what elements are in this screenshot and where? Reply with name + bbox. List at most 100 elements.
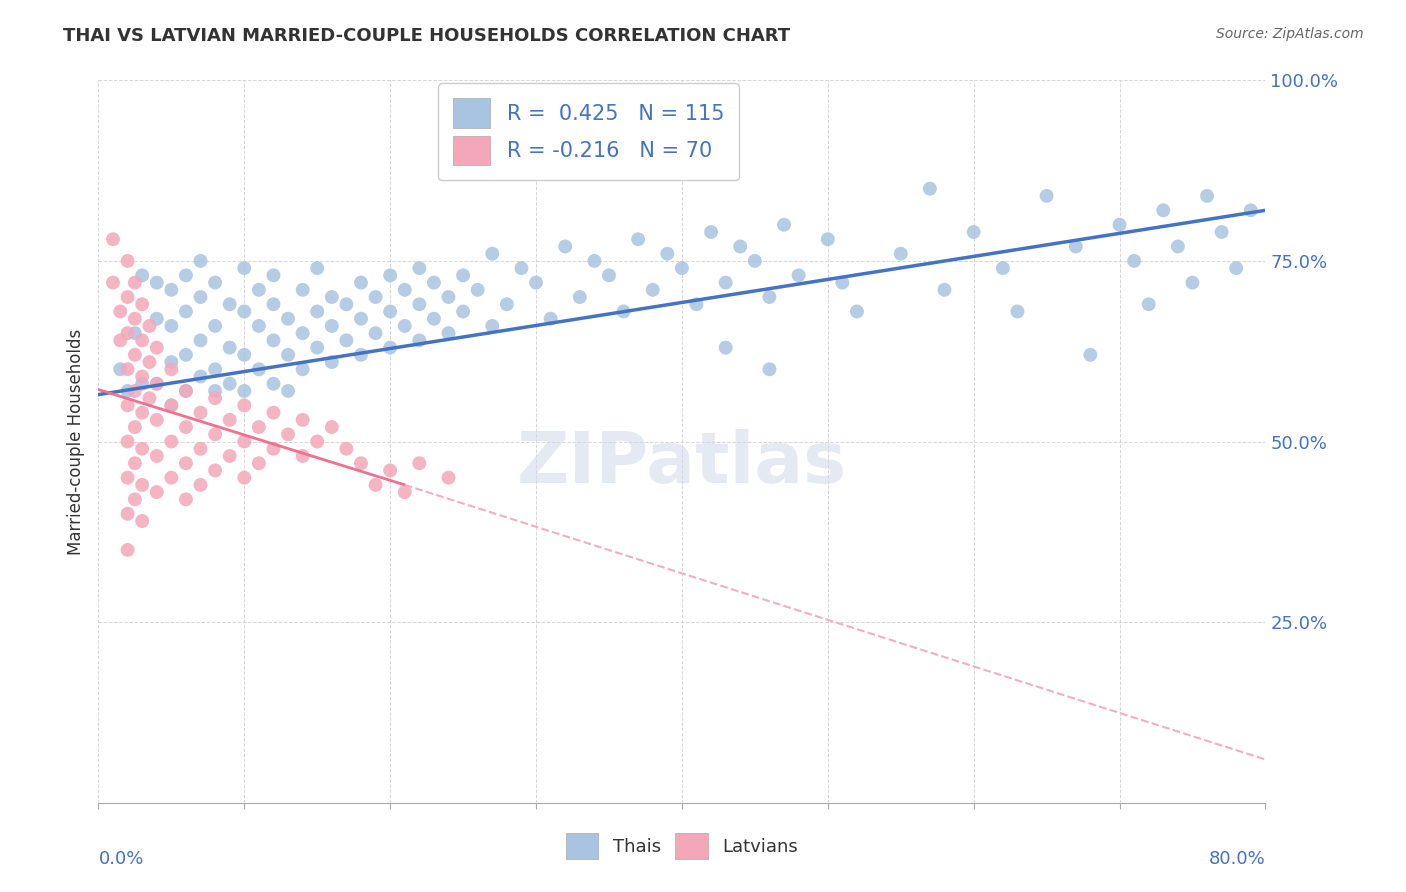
Point <box>204 362 226 376</box>
Point <box>568 290 591 304</box>
Point <box>131 478 153 492</box>
Point <box>831 276 853 290</box>
Point <box>146 485 169 500</box>
Point <box>277 311 299 326</box>
Point <box>408 334 430 348</box>
Point <box>510 261 533 276</box>
Point <box>247 283 270 297</box>
Point <box>773 218 796 232</box>
Point <box>364 326 387 340</box>
Point <box>423 276 446 290</box>
Point <box>321 318 343 333</box>
Point <box>423 311 446 326</box>
Point <box>394 485 416 500</box>
Point <box>1240 203 1263 218</box>
Point <box>218 449 240 463</box>
Point <box>146 341 169 355</box>
Point <box>321 290 343 304</box>
Point <box>262 376 284 391</box>
Point <box>991 261 1014 276</box>
Point <box>350 311 373 326</box>
Point <box>714 341 737 355</box>
Point <box>190 406 212 420</box>
Point <box>657 246 679 260</box>
Point <box>335 334 357 348</box>
Point <box>233 304 256 318</box>
Point <box>262 406 284 420</box>
Point <box>138 391 160 405</box>
Point <box>218 297 240 311</box>
Point <box>627 232 650 246</box>
Point <box>117 253 139 268</box>
Point <box>277 384 299 398</box>
Point <box>1064 239 1087 253</box>
Point <box>408 456 430 470</box>
Point <box>124 420 146 434</box>
Point <box>1080 348 1102 362</box>
Point <box>437 470 460 484</box>
Point <box>262 334 284 348</box>
Point <box>291 449 314 463</box>
Text: 80.0%: 80.0% <box>1209 850 1265 868</box>
Point <box>1035 189 1057 203</box>
Point <box>1211 225 1233 239</box>
Point <box>160 362 183 376</box>
Point <box>233 348 256 362</box>
Point <box>124 348 146 362</box>
Point <box>174 456 197 470</box>
Point <box>846 304 869 318</box>
Point <box>262 268 284 283</box>
Text: 0.0%: 0.0% <box>98 850 143 868</box>
Point <box>598 268 620 283</box>
Point <box>1152 203 1174 218</box>
Point <box>918 182 941 196</box>
Point <box>467 283 489 297</box>
Point <box>124 276 146 290</box>
Point <box>174 384 197 398</box>
Point <box>131 297 153 311</box>
Point <box>451 268 474 283</box>
Point <box>233 261 256 276</box>
Point <box>174 348 197 362</box>
Point <box>190 253 212 268</box>
Point <box>540 311 562 326</box>
Point <box>124 384 146 398</box>
Point <box>1007 304 1029 318</box>
Point <box>117 362 139 376</box>
Point <box>146 311 169 326</box>
Point <box>218 376 240 391</box>
Point <box>174 420 197 434</box>
Point <box>117 290 139 304</box>
Point <box>394 283 416 297</box>
Point <box>380 268 402 283</box>
Point <box>117 434 139 449</box>
Point <box>962 225 984 239</box>
Point <box>380 463 402 477</box>
Point <box>481 318 503 333</box>
Point <box>394 318 416 333</box>
Point <box>350 276 373 290</box>
Point <box>1195 189 1218 203</box>
Point <box>117 398 139 412</box>
Point <box>262 442 284 456</box>
Point <box>160 470 183 484</box>
Point <box>117 384 139 398</box>
Point <box>146 376 169 391</box>
Point <box>335 442 357 456</box>
Point <box>174 492 197 507</box>
Point <box>146 449 169 463</box>
Point <box>218 341 240 355</box>
Point <box>817 232 839 246</box>
Point <box>146 413 169 427</box>
Point <box>364 290 387 304</box>
Point <box>408 261 430 276</box>
Point <box>685 297 707 311</box>
Point <box>160 398 183 412</box>
Point <box>146 376 169 391</box>
Point <box>730 239 752 253</box>
Point <box>190 369 212 384</box>
Point <box>190 290 212 304</box>
Point <box>758 362 780 376</box>
Point <box>233 384 256 398</box>
Point <box>124 311 146 326</box>
